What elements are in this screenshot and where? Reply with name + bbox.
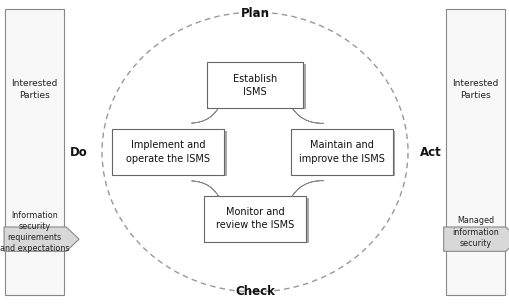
Bar xyxy=(290,129,392,175)
FancyArrowPatch shape xyxy=(191,181,220,201)
Text: Implement and
operate the ISMS: Implement and operate the ISMS xyxy=(126,140,210,164)
Bar xyxy=(5,9,64,295)
Bar xyxy=(206,198,308,243)
Bar xyxy=(112,129,224,175)
Text: Information
security
requirements
and expectations: Information security requirements and ex… xyxy=(0,211,69,253)
Text: Maintain and
improve the ISMS: Maintain and improve the ISMS xyxy=(298,140,384,164)
Polygon shape xyxy=(4,227,79,251)
FancyArrowPatch shape xyxy=(191,103,220,123)
Text: Establish
ISMS: Establish ISMS xyxy=(233,74,276,97)
Text: Plan: Plan xyxy=(240,7,269,20)
Bar xyxy=(293,131,394,176)
Polygon shape xyxy=(443,227,509,251)
Text: Act: Act xyxy=(419,146,441,158)
Text: Monitor and
review the ISMS: Monitor and review the ISMS xyxy=(215,207,294,230)
Bar xyxy=(115,131,227,176)
Text: Managed
information
security: Managed information security xyxy=(451,216,498,248)
Text: Interested
Parties: Interested Parties xyxy=(11,79,58,99)
Bar xyxy=(206,62,303,108)
Bar xyxy=(204,196,305,242)
FancyArrowPatch shape xyxy=(289,181,323,201)
Bar xyxy=(209,64,305,109)
Bar xyxy=(445,9,504,295)
Text: Interested
Parties: Interested Parties xyxy=(451,79,498,99)
Text: Check: Check xyxy=(235,285,274,298)
Text: Do: Do xyxy=(70,146,88,158)
FancyArrowPatch shape xyxy=(289,103,323,123)
